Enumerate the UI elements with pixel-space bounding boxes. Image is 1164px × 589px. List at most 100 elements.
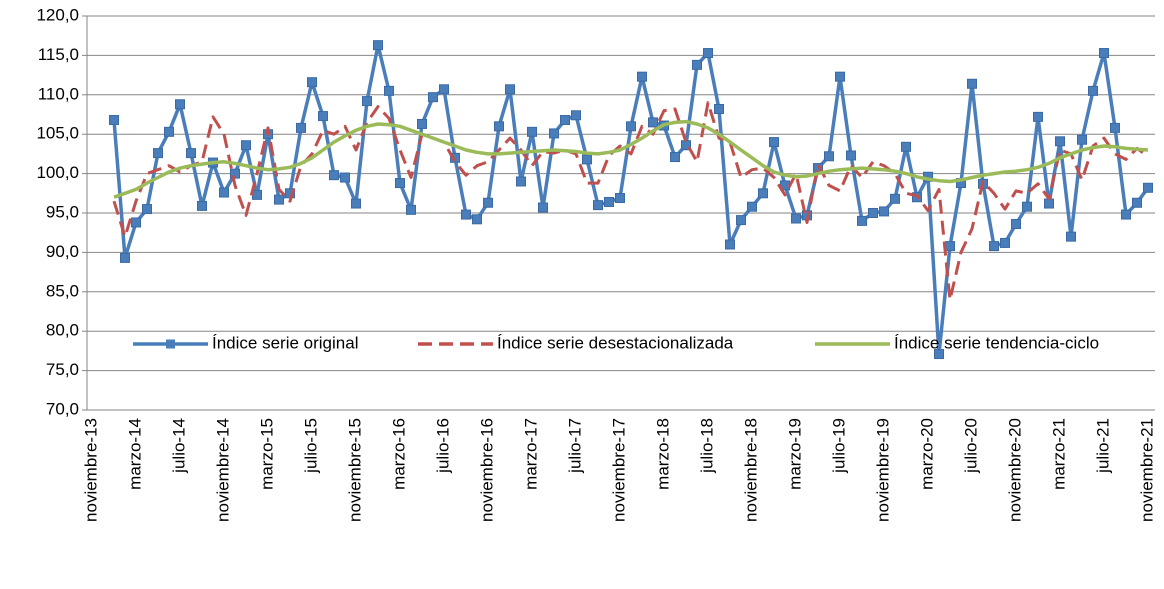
- legend-marker: [166, 339, 175, 349]
- data-point: [1022, 201, 1032, 212]
- series-line: [112, 101, 1149, 302]
- x-tick-label: julio-18: [697, 418, 716, 474]
- data-point: [670, 152, 680, 163]
- data-point: [274, 194, 284, 205]
- data-point: [318, 111, 328, 122]
- data-point: [131, 217, 141, 228]
- data-point: [329, 170, 339, 181]
- data-point: [1033, 111, 1043, 122]
- data-point: [505, 84, 515, 95]
- y-tick-label: 95,0: [46, 202, 79, 221]
- data-point: [1088, 85, 1098, 96]
- data-point: [1099, 48, 1109, 59]
- data-point: [824, 151, 834, 162]
- legend-label: Índice serie tendencia-ciclo: [894, 333, 1099, 352]
- y-tick-label: 120,0: [36, 5, 79, 24]
- x-tick-label: julio-14: [169, 418, 188, 474]
- data-point: [417, 118, 427, 129]
- data-point: [1077, 134, 1087, 145]
- data-point: [351, 198, 361, 209]
- data-point: [758, 188, 768, 199]
- data-point: [945, 241, 955, 252]
- data-point: [1000, 237, 1010, 248]
- x-tick-label: marzo-20: [917, 418, 936, 490]
- data-point: [439, 84, 449, 95]
- data-point: [472, 214, 482, 225]
- data-point: [890, 193, 900, 204]
- data-point: [109, 115, 119, 126]
- data-point: [560, 115, 570, 126]
- x-tick-label: marzo-21: [1049, 418, 1068, 490]
- data-point: [175, 99, 185, 110]
- series-line: [112, 43, 1150, 356]
- x-tick-label: noviembre-13: [81, 418, 100, 522]
- data-point: [252, 189, 262, 200]
- data-point: [549, 128, 559, 139]
- data-point: [483, 197, 493, 208]
- data-point: [989, 241, 999, 252]
- data-point: [879, 206, 889, 217]
- data-point: [153, 148, 163, 159]
- x-tick-label: julio-15: [301, 418, 320, 474]
- x-tick-label: noviembre-16: [477, 418, 496, 522]
- y-tick-label: 85,0: [46, 281, 79, 300]
- legend-label: Índice serie desestacionalizada: [497, 333, 734, 352]
- x-tick-label: noviembre-17: [609, 418, 628, 522]
- data-point: [681, 140, 691, 151]
- legend-label: Índice serie original: [212, 333, 358, 352]
- x-tick-label: noviembre-18: [741, 418, 760, 522]
- data-point: [362, 96, 372, 107]
- x-tick-label: julio-19: [829, 418, 848, 474]
- x-tick-label: marzo-18: [653, 418, 672, 490]
- y-tick-label: 105,0: [36, 124, 79, 143]
- series-line: [113, 119, 1149, 199]
- x-tick-label: marzo-17: [521, 418, 540, 490]
- x-tick-label: julio-21: [1093, 418, 1112, 474]
- data-point: [340, 172, 350, 183]
- x-tick-label: noviembre-20: [1005, 418, 1024, 522]
- data-point: [219, 187, 229, 198]
- x-tick-label: noviembre-15: [345, 418, 364, 522]
- x-tick-label: noviembre-21: [1137, 418, 1156, 522]
- data-point: [1066, 231, 1076, 242]
- data-point: [1132, 197, 1142, 208]
- data-point: [615, 193, 625, 204]
- y-tick-label: 70,0: [46, 399, 79, 418]
- x-tick-label: noviembre-19: [873, 418, 892, 522]
- data-point: [901, 141, 911, 152]
- data-point: [527, 126, 537, 137]
- data-point: [164, 126, 174, 137]
- data-point: [747, 201, 757, 212]
- data-point: [736, 215, 746, 226]
- x-tick-label: marzo-19: [785, 418, 804, 490]
- data-point: [571, 110, 581, 121]
- data-point: [1055, 136, 1065, 147]
- data-point: [934, 349, 944, 360]
- data-point: [1011, 219, 1021, 230]
- data-point: [857, 215, 867, 226]
- data-point: [714, 103, 724, 114]
- data-point: [450, 152, 460, 163]
- data-point: [835, 71, 845, 82]
- data-point: [593, 200, 603, 211]
- data-point: [307, 77, 317, 88]
- data-point: [538, 202, 548, 213]
- y-tick-label: 110,0: [38, 84, 79, 103]
- data-point: [648, 117, 658, 128]
- data-point: [703, 48, 713, 59]
- data-point: [846, 150, 856, 161]
- data-point: [406, 204, 416, 215]
- y-tick-label: 100,0: [36, 163, 79, 182]
- x-tick-label: julio-20: [961, 418, 980, 474]
- data-point: [516, 176, 526, 187]
- data-point: [395, 178, 405, 189]
- data-point: [241, 140, 251, 151]
- data-point: [604, 196, 614, 207]
- data-point: [582, 154, 592, 165]
- data-point: [769, 137, 779, 148]
- x-tick-label: marzo-15: [257, 418, 276, 490]
- data-point: [428, 92, 438, 103]
- data-point: [120, 252, 130, 263]
